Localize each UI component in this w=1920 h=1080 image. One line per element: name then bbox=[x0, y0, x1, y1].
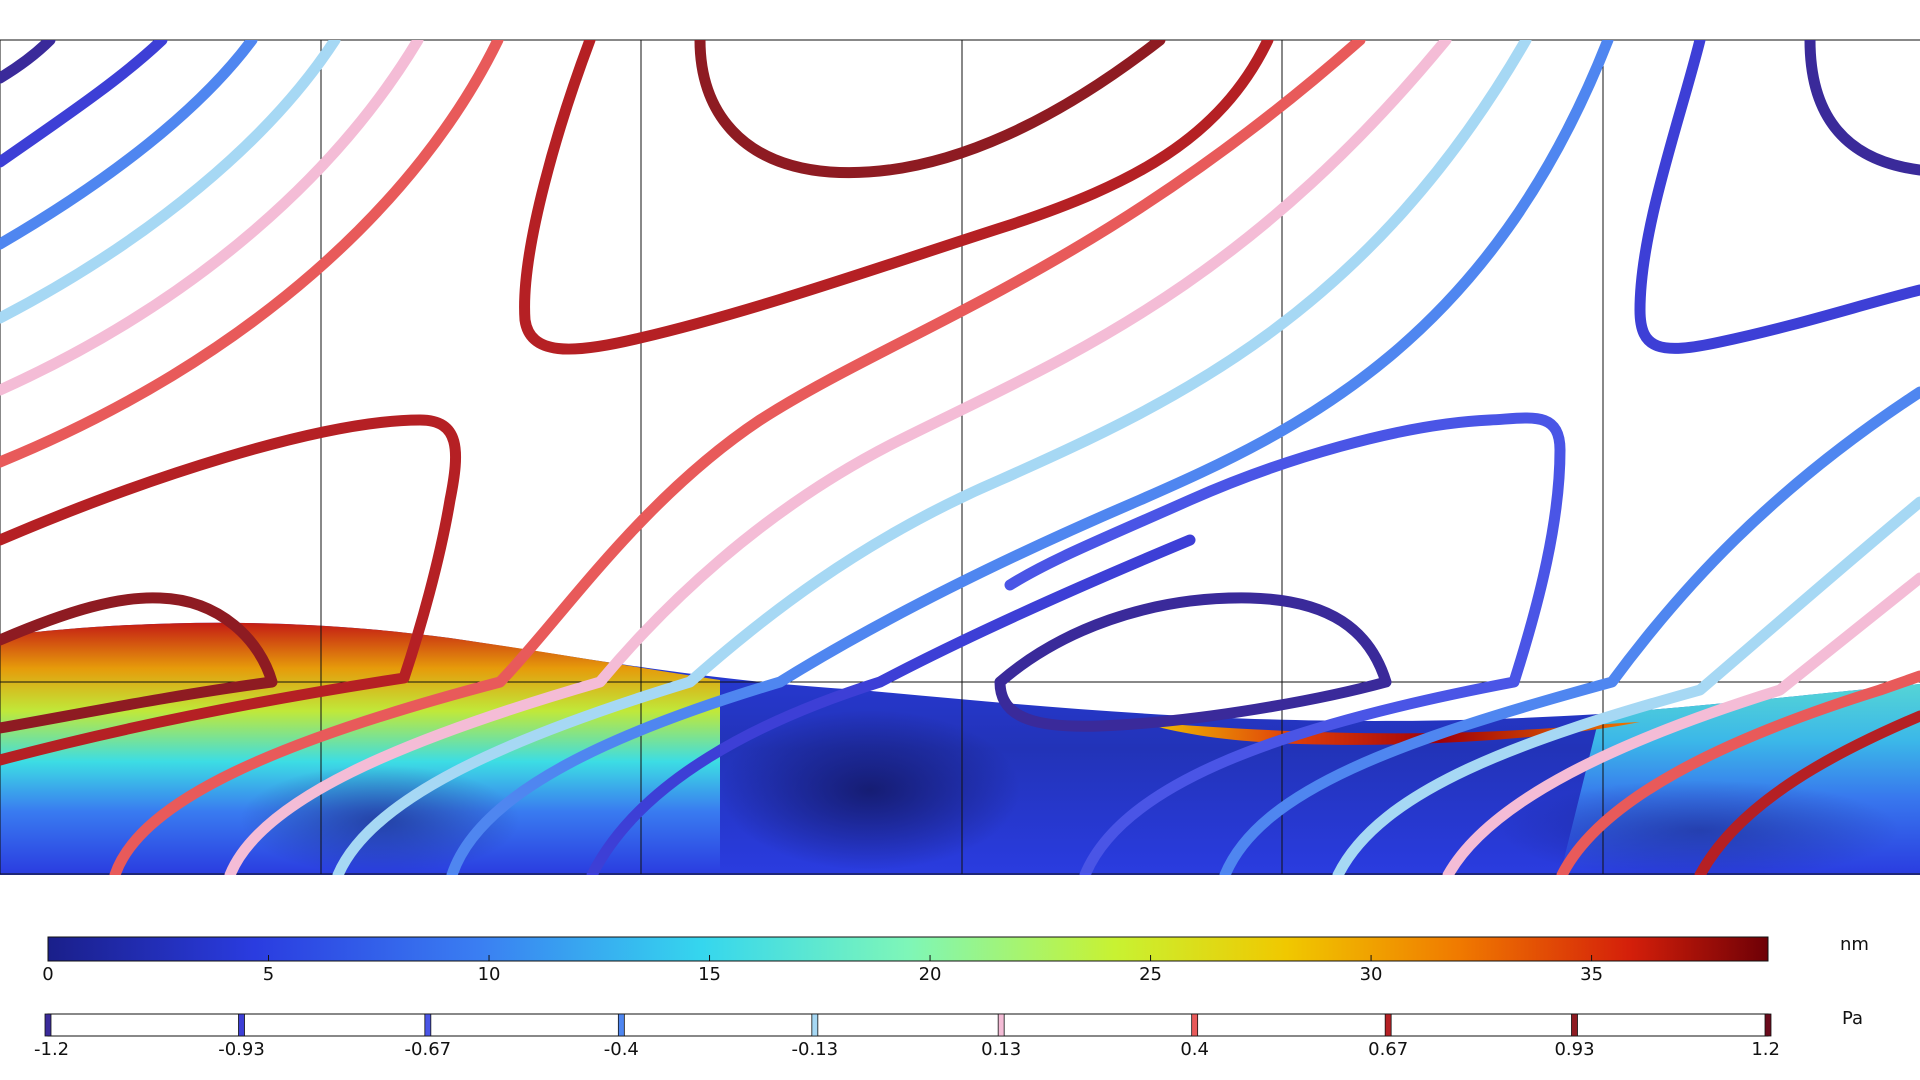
surface-colorbar-ticks: 0 5 10 15 20 25 30 35 bbox=[42, 955, 1603, 985]
grid bbox=[0, 39, 1920, 875]
contour-line bbox=[586, 534, 1196, 875]
surface-colorbar-gradient bbox=[47, 936, 1769, 962]
contour-level-marker bbox=[1384, 1013, 1392, 1037]
surface-colorbar-tick-label: 15 bbox=[698, 964, 721, 985]
surface-dark-spot bbox=[720, 710, 1020, 870]
contour-level-marker bbox=[997, 1013, 1005, 1037]
contour-level-marker bbox=[1571, 1013, 1578, 1037]
surface-dark-spot bbox=[1500, 780, 1900, 875]
contour-colorbar: -1.2 -0.93 -0.67 -0.4 -0.13 0.13 0.4 0.67 0.93 1.… bbox=[34, 1008, 1863, 1060]
contour-line bbox=[1004, 412, 1566, 875]
contour-colorbar-unit: Pa bbox=[1842, 1008, 1863, 1029]
contour-line bbox=[0, 40, 341, 324]
surface-colorbar: 0 5 10 15 20 25 30 35 nm bbox=[42, 934, 1869, 985]
contour-line bbox=[1332, 496, 1920, 875]
contour-level-marker bbox=[1764, 1013, 1772, 1037]
contour-level-marker bbox=[238, 1013, 245, 1037]
contour-colorbar-tick-label: -0.67 bbox=[405, 1039, 452, 1060]
surface-colorbar-tick-label: 0 bbox=[42, 964, 53, 985]
contour-level-marker bbox=[44, 1013, 52, 1037]
contour-colorbar-tick-label: -0.13 bbox=[792, 1039, 839, 1060]
contour-line bbox=[0, 40, 424, 396]
contour-line bbox=[694, 40, 1166, 179]
surface-colorbar-tick-label: 25 bbox=[1139, 964, 1162, 985]
contour-line bbox=[1442, 572, 1920, 875]
surface-colorbar-tick-label: 35 bbox=[1580, 964, 1603, 985]
contour-colorbar-tick-label: 0.13 bbox=[981, 1039, 1021, 1060]
contour-level-marker bbox=[424, 1013, 432, 1037]
contour-line bbox=[1804, 40, 1920, 176]
contour-line bbox=[224, 40, 1452, 875]
contour-colorbar-tick-label: 0.67 bbox=[1368, 1039, 1408, 1060]
surface-colorbar-unit: nm bbox=[1840, 934, 1869, 955]
contour-line bbox=[332, 40, 1532, 875]
surface-red-strip bbox=[1140, 722, 1640, 745]
contour-level-marker bbox=[1191, 1013, 1199, 1037]
contour-line bbox=[519, 40, 1274, 355]
surface-colorbar-tick-label: 30 bbox=[1360, 964, 1383, 985]
contour-line bbox=[0, 40, 56, 84]
contour-line bbox=[1634, 40, 1920, 354]
contour-colorbar-tick-label: 1.2 bbox=[1751, 1039, 1780, 1060]
contour-line bbox=[0, 592, 278, 734]
surface-colorbar-tick-label: 5 bbox=[263, 964, 274, 985]
contour-colorbar-tick-label: 0.4 bbox=[1180, 1039, 1209, 1060]
contour-colorbar-tick-label: -1.2 bbox=[34, 1039, 69, 1060]
contour-colorbar-tick-label: -0.93 bbox=[218, 1039, 265, 1060]
contour-line bbox=[0, 40, 258, 250]
contour-line bbox=[109, 40, 1366, 875]
contour-level-marker bbox=[617, 1013, 625, 1037]
contour-line bbox=[1219, 386, 1920, 875]
contour-colorbar-tick-label: 0.93 bbox=[1554, 1039, 1594, 1060]
contour-colorbar-frame bbox=[47, 1013, 1769, 1037]
contour-line bbox=[0, 40, 168, 168]
contour-lines bbox=[0, 40, 1920, 875]
contour-line bbox=[1694, 710, 1920, 875]
contour-line bbox=[446, 40, 1614, 875]
surface-bump-left bbox=[0, 622, 720, 875]
contour-line bbox=[0, 414, 461, 766]
contour-line bbox=[1556, 670, 1920, 875]
surface-colorbar-tick-label: 20 bbox=[919, 964, 942, 985]
contour-level-marker bbox=[811, 1013, 819, 1037]
contour-colorbar-tick-label: -0.4 bbox=[604, 1039, 639, 1060]
surface-colorbar-tick-label: 10 bbox=[478, 964, 501, 985]
contour-line bbox=[994, 592, 1392, 732]
contour-line bbox=[0, 40, 504, 468]
contour-colorbar-levels: -1.2 -0.93 -0.67 -0.4 -0.13 0.13 0.4 0.67 0.93 1.… bbox=[34, 1013, 1780, 1060]
